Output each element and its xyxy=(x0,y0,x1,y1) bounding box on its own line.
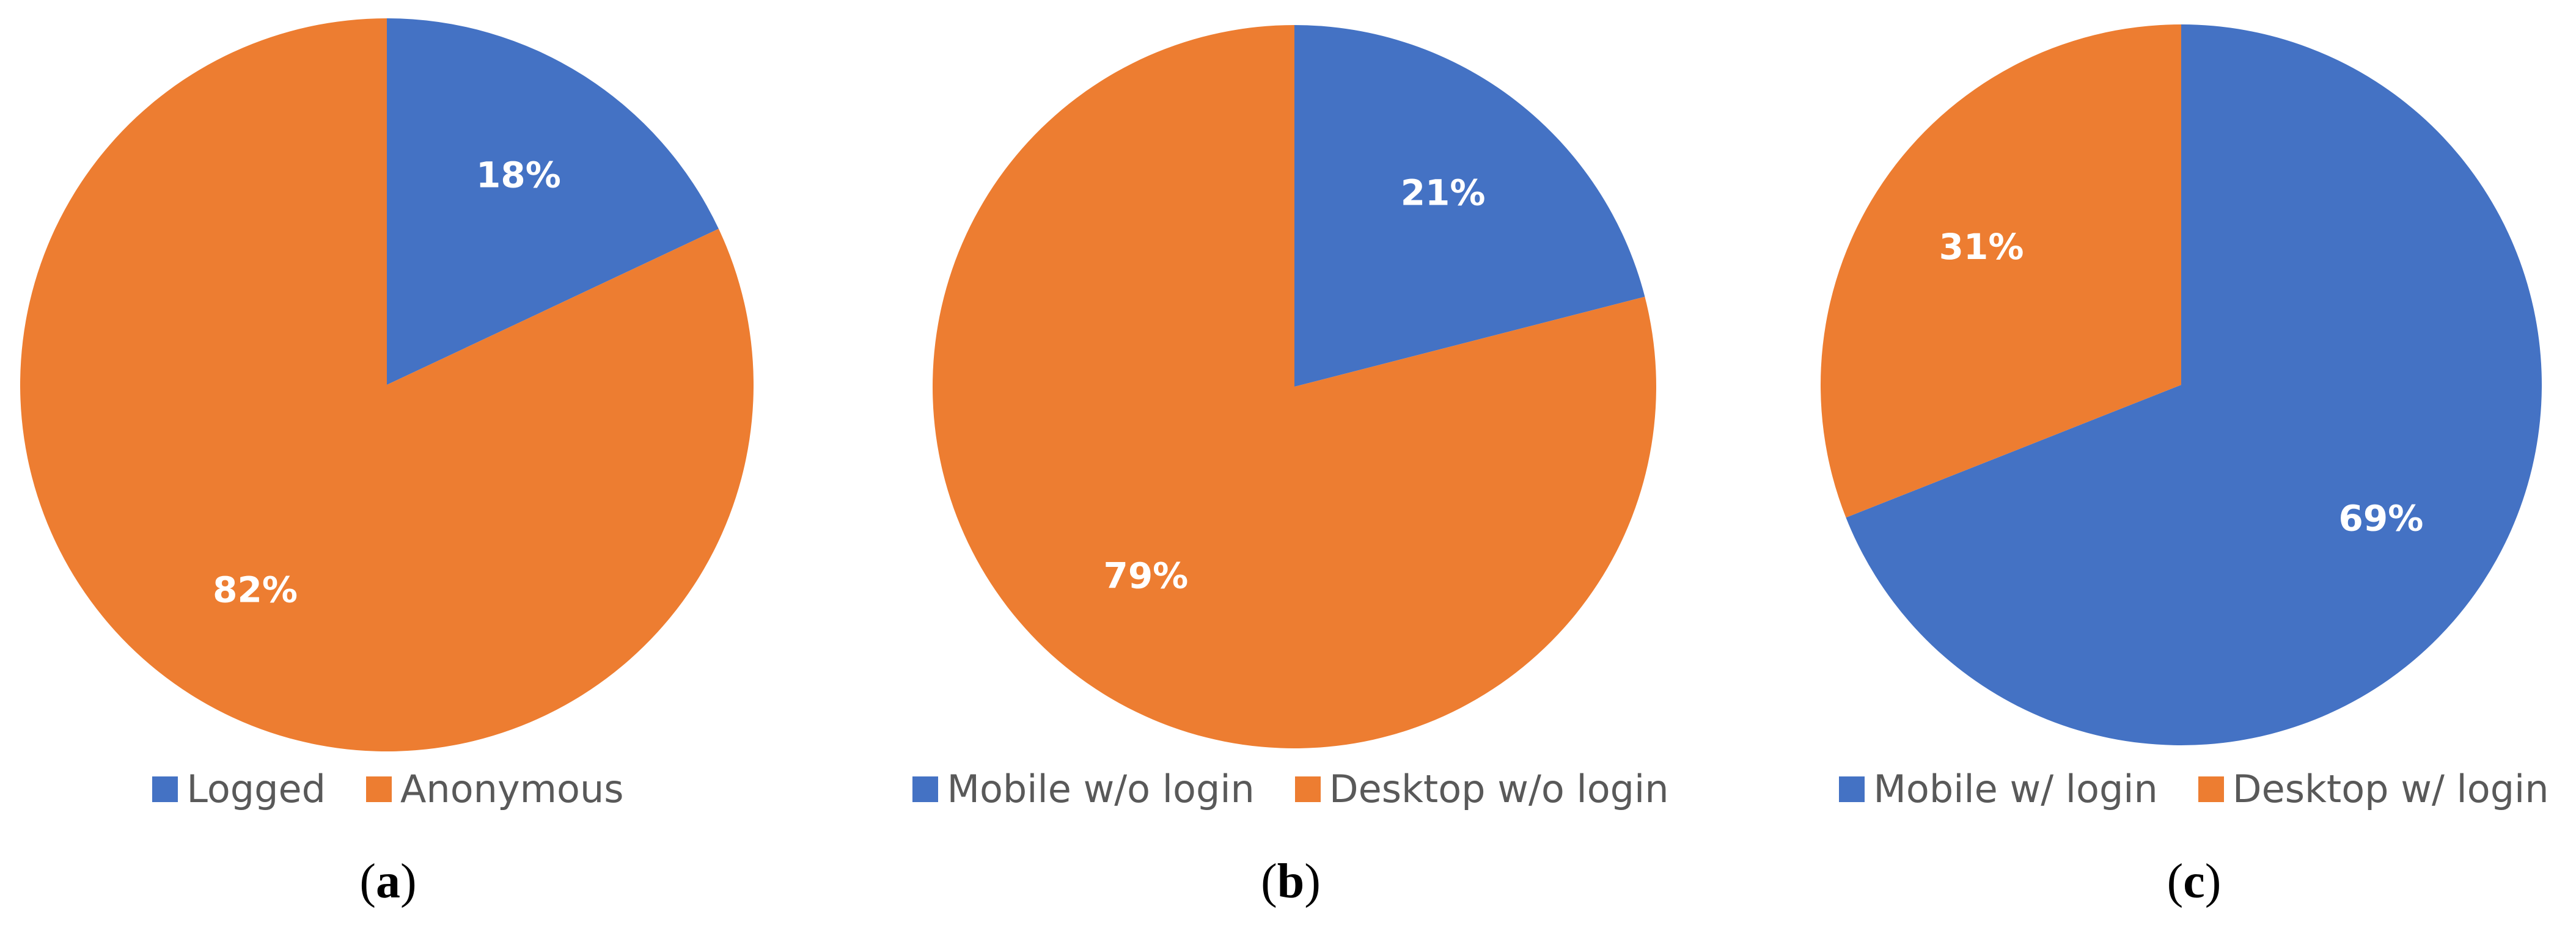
pie-slice-mobile-w-login xyxy=(1846,24,2542,746)
caption-a: (a) xyxy=(359,855,417,908)
pie-slice-mobile-w-o-login xyxy=(1294,25,1645,387)
legend-swatch-anonymous xyxy=(366,776,392,802)
pie-slice-desktop-w-login xyxy=(1821,24,2181,518)
data-label-mobile-w-login: 69% xyxy=(2339,497,2424,539)
legend-item-anonymous: Anonymous xyxy=(366,767,624,811)
data-label-anonymous: 82% xyxy=(213,569,298,611)
legend-label-mobile-wo-login: Mobile w/o login xyxy=(947,767,1255,811)
legend-label-logged: Logged xyxy=(186,767,326,811)
legend-swatch-logged xyxy=(152,776,178,802)
pie-c-svg: 69% 31% xyxy=(1821,24,2542,746)
caption-c-letter: c xyxy=(2183,855,2205,908)
pie-slice-logged xyxy=(387,18,719,385)
legend-item-desktop-wo-login: Desktop w/o login xyxy=(1294,767,1669,811)
legend-item-logged: Logged xyxy=(152,767,326,811)
data-label-desktop-w-login: 31% xyxy=(1939,226,2024,268)
data-label-mobile-w-o-login: 21% xyxy=(1401,172,1486,214)
legend-a: Logged Anonymous xyxy=(0,767,776,811)
legend-swatch-desktop-w-login xyxy=(2198,776,2224,802)
pie-chart-c: 69% 31% Mobile w/ login Desktop w/ login … xyxy=(1818,0,2570,931)
legend-b: Mobile w/o login Desktop w/o login xyxy=(894,767,1688,811)
pie-b-svg: 21% 79% xyxy=(933,25,1656,748)
caption-b: (b) xyxy=(1261,855,1321,908)
legend-swatch-mobile-w-login xyxy=(1839,776,1865,802)
legend-swatch-desktop-wo-login xyxy=(1294,776,1321,802)
data-label-desktop-w-o-login: 79% xyxy=(1103,555,1188,597)
pie-slice-desktop-w-o-login xyxy=(933,25,1656,748)
caption-b-letter: b xyxy=(1277,855,1305,908)
legend-label-desktop-wo-login: Desktop w/o login xyxy=(1329,767,1669,811)
pie-slice-anonymous xyxy=(20,18,754,751)
pie-chart-b: 21% 79% Mobile w/o login Desktop w/o logi… xyxy=(894,0,1688,931)
legend-item-desktop-w-login: Desktop w/ login xyxy=(2198,767,2549,811)
legend-label-anonymous: Anonymous xyxy=(400,767,624,811)
legend-swatch-mobile-wo-login xyxy=(912,776,939,802)
caption-a-letter: a xyxy=(376,855,400,908)
caption-c: (c) xyxy=(2167,855,2222,908)
legend-item-mobile-wo-login: Mobile w/o login xyxy=(912,767,1255,811)
legend-label-mobile-w-login: Mobile w/ login xyxy=(1873,767,2158,811)
pie-chart-a: 18% 82% Logged Anonymous (a) xyxy=(0,0,776,931)
data-label-logged: 18% xyxy=(476,155,561,196)
pie-a-svg: 18% 82% xyxy=(20,18,754,751)
legend-c: Mobile w/ login Desktop w/ login xyxy=(1818,767,2570,811)
legend-item-mobile-w-login: Mobile w/ login xyxy=(1839,767,2158,811)
legend-label-desktop-w-login: Desktop w/ login xyxy=(2232,767,2549,811)
